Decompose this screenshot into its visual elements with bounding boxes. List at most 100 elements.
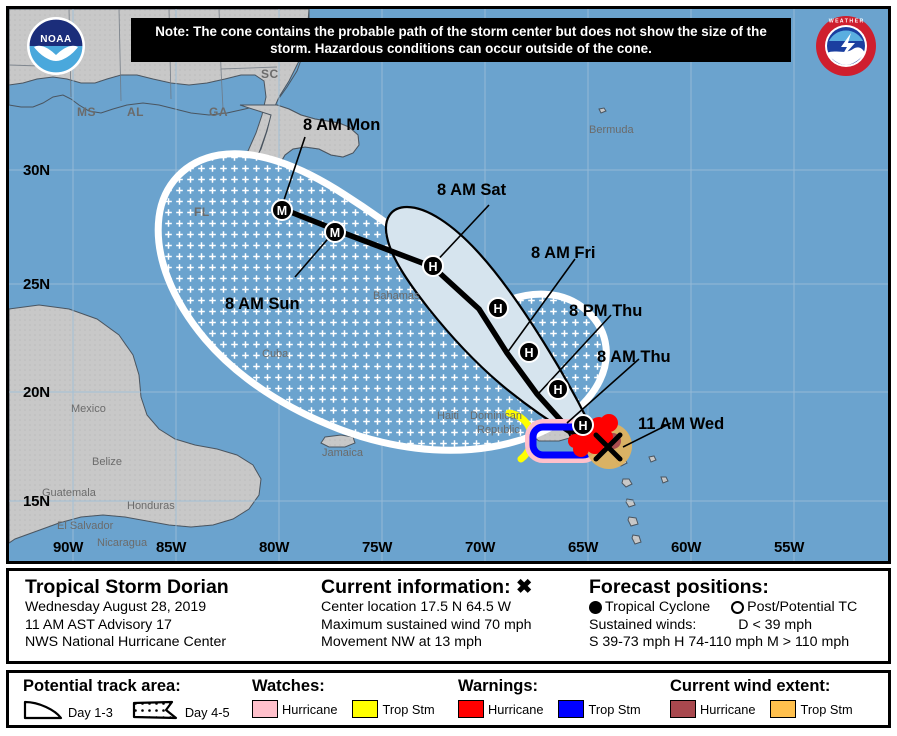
watch-tropstm-swatch	[352, 700, 379, 718]
svg-text:NOAA: NOAA	[40, 34, 71, 45]
current-information-title: Current information: ✖	[321, 576, 533, 598]
wind-hurricane-item: Hurricane	[670, 700, 755, 718]
storm-advisory: 11 AM AST Advisory 17	[25, 616, 172, 633]
legend-track-title: Potential track area:	[23, 677, 181, 695]
legend-day45-label: Day 4-5	[184, 705, 230, 720]
watch-tropstm-label: Trop Stm	[382, 701, 435, 717]
svg-text:W E A T H E R: W E A T H E R	[829, 19, 864, 25]
wind-hurricane-swatch	[670, 700, 696, 718]
warning-tropstm-item: Trop Stm	[558, 700, 641, 718]
current-position-marker	[593, 432, 623, 462]
legend-warnings: Warnings: Hurricane Trop Stm	[458, 677, 641, 718]
legend-watches-title: Watches:	[252, 677, 325, 695]
warning-hurricane-item: Hurricane	[458, 700, 543, 718]
sustained-winds-label: Sustained winds:	[589, 616, 697, 633]
legend-watches-items: Hurricane Trop Stm	[252, 700, 435, 718]
depression-threshold: D < 39 mph	[738, 616, 813, 633]
forecast-time-label-mon: 8 AM Mon	[303, 116, 381, 134]
geo-label-honduras: Honduras	[127, 500, 175, 512]
forecast-time-label-thu-pm: 8 PM Thu	[569, 302, 643, 320]
lat-label-30n: 30N	[23, 162, 50, 179]
forecast-symbol-row: Tropical Cyclone Post/Potential TC	[589, 599, 857, 617]
lon-label-75w: 75W	[362, 539, 393, 556]
geo-label-cuba: Cuba	[262, 348, 289, 360]
lat-label-20n: 20N	[23, 384, 50, 401]
current-information-column: Current information: ✖ Center location 1…	[321, 576, 532, 652]
watch-tropstm-item: Trop Stm	[352, 700, 435, 718]
forecast-positions-title: Forecast positions:	[589, 576, 769, 598]
legend-wind-extent-items: Hurricane Trop Stm	[670, 700, 853, 718]
wind-hurricane-label: Hurricane	[700, 701, 756, 717]
forecast-marker-thu-pm[interactable]: H	[518, 341, 540, 363]
map-vector-layer	[9, 9, 888, 561]
cone-disclaimer-note: Note: The cone contains the probable pat…	[131, 18, 791, 62]
wind-tropstm-item: Trop Stm	[770, 700, 853, 718]
geo-label-guatemala: Guatemala	[42, 487, 96, 499]
lon-label-90w: 90W	[53, 539, 84, 556]
lat-label-15n: 15N	[23, 493, 50, 510]
forecast-marker-fri[interactable]: H	[487, 297, 509, 319]
geo-label-nicaragua: Nicaragua	[97, 537, 148, 549]
geo-label-el-salvador: El Salvador	[57, 520, 114, 532]
day13-cone-icon	[23, 700, 63, 725]
forecast-time-label-thu-am: 8 AM Thu	[597, 348, 671, 366]
filled-circle-icon	[589, 601, 602, 615]
forecast-map[interactable]: 30N 25N 20N 15N 90W 85W 80W 75W 70W 65W …	[6, 6, 891, 564]
nws-logo: W E A T H E R	[815, 15, 877, 77]
storm-name: Tropical Storm Dorian	[25, 576, 229, 598]
warning-tropstm-swatch	[558, 700, 585, 718]
legend-track-items: Day 1-3 Day 4-5	[23, 700, 230, 725]
day45-cone-icon	[132, 700, 180, 725]
hollow-circle-icon	[731, 601, 745, 615]
geo-label-dominican: Dominican	[470, 410, 522, 422]
lat-label-25n: 25N	[23, 276, 50, 293]
legend-day13-label: Day 1-3	[68, 705, 113, 720]
label-leader-lines	[280, 136, 672, 448]
legend-wind-extent: Current wind extent: Hurricane Trop Stm	[670, 677, 853, 718]
geo-label-fl: FL	[194, 205, 210, 219]
max-sustained-wind: Maximum sustained wind 70 mph	[321, 616, 532, 633]
forecast-marker-sun[interactable]: M	[324, 221, 346, 243]
watch-hurricane-label: Hurricane	[282, 701, 338, 717]
legend-wind-extent-title: Current wind extent:	[670, 677, 831, 695]
wind-tropstm-swatch	[770, 700, 797, 718]
geo-label-ms: MS	[77, 105, 96, 119]
sustained-winds-row: Sustained winds: D < 39 mph	[589, 617, 857, 635]
lon-label-65w: 65W	[568, 539, 599, 556]
warning-hurricane-swatch	[458, 700, 484, 718]
geo-label-sc: SC	[261, 67, 279, 81]
geo-label-bahamas: Bahamas	[373, 290, 420, 302]
forecast-time-label-sat: 8 AM Sat	[437, 181, 507, 199]
movement: Movement NW at 13 mph	[321, 634, 482, 650]
forecast-marker-thu-am[interactable]: H	[547, 378, 569, 400]
storm-identity-column: Tropical Storm Dorian Wednesday August 2…	[25, 576, 229, 652]
tropical-cyclone-label: Tropical Cyclone	[605, 599, 711, 615]
map-canvas: 30N 25N 20N 15N 90W 85W 80W 75W 70W 65W …	[9, 9, 888, 561]
watch-hurricane-item: Hurricane	[252, 700, 337, 718]
geo-label-belize: Belize	[92, 456, 122, 468]
forecast-time-label-sun: 8 AM Sun	[225, 295, 300, 313]
center-location: Center location 17.5 N 64.5 W	[321, 599, 512, 615]
forecast-time-label-fri: 8 AM Fri	[531, 244, 596, 262]
warning-hurricane-label: Hurricane	[488, 701, 544, 717]
legend-watches: Watches: Hurricane Trop Stm	[252, 677, 435, 718]
legend-potential-track: Potential track area: Day 1-3	[23, 677, 230, 725]
noaa-logo: NOAA	[25, 15, 87, 77]
forecast-positions-column: Forecast positions: Tropical Cyclone Pos…	[589, 576, 857, 652]
geo-label-republic: Republic	[477, 424, 520, 436]
geo-label-jamaica: Jamaica	[322, 447, 363, 459]
wind-tropstm-label: Trop Stm	[800, 701, 853, 717]
storm-agency: NWS National Hurricane Center	[25, 634, 227, 650]
lon-label-60w: 60W	[671, 539, 702, 556]
storm-date: Wednesday August 28, 2019	[25, 599, 207, 615]
forecast-marker-sat[interactable]: H	[422, 255, 444, 277]
geo-label-haiti: Haiti	[437, 410, 460, 422]
warning-tropstm-label: Trop Stm	[588, 701, 641, 717]
map-legend: Potential track area: Day 1-3	[6, 670, 891, 728]
lon-label-70w: 70W	[465, 539, 496, 556]
forecast-marker-wed[interactable]: H	[572, 414, 594, 436]
lon-label-80w: 80W	[259, 539, 290, 556]
forecast-time-label-wed: 11 AM Wed	[638, 415, 725, 433]
forecast-marker-mon[interactable]: M	[271, 199, 293, 221]
